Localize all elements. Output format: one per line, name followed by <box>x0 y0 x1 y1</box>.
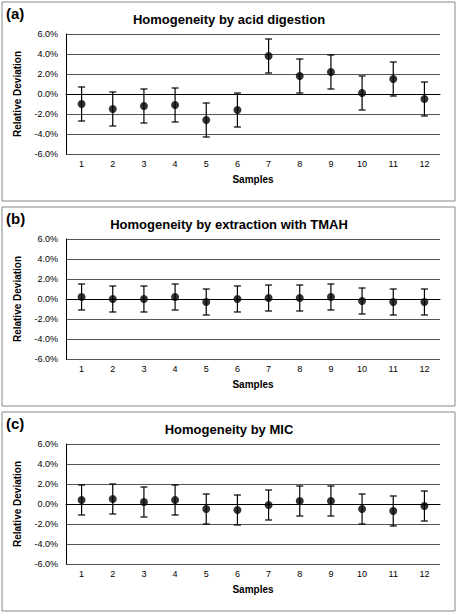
svg-text:(c): (c) <box>6 415 24 432</box>
svg-text:Relative Deviation: Relative Deviation <box>12 51 23 137</box>
svg-text:0.0%: 0.0% <box>37 294 58 304</box>
svg-text:8: 8 <box>297 569 302 579</box>
svg-text:3: 3 <box>141 364 146 374</box>
svg-text:Homogeneity by acid digestion: Homogeneity by acid digestion <box>133 12 325 27</box>
svg-text:Homogeneity by MIC: Homogeneity by MIC <box>165 422 294 437</box>
svg-text:Relative Deviation: Relative Deviation <box>12 256 23 342</box>
svg-text:3: 3 <box>141 159 146 169</box>
svg-text:1: 1 <box>79 364 84 374</box>
svg-text:4: 4 <box>173 364 178 374</box>
svg-text:7: 7 <box>266 159 271 169</box>
svg-text:(b): (b) <box>6 210 25 227</box>
svg-text:2.0%: 2.0% <box>37 274 58 284</box>
svg-text:9: 9 <box>328 569 333 579</box>
svg-text:9: 9 <box>328 159 333 169</box>
svg-text:-2.0%: -2.0% <box>34 109 58 119</box>
svg-text:9: 9 <box>328 364 333 374</box>
svg-text:3: 3 <box>141 569 146 579</box>
svg-text:2.0%: 2.0% <box>37 479 58 489</box>
svg-text:8: 8 <box>297 159 302 169</box>
svg-text:12: 12 <box>419 159 429 169</box>
svg-text:Samples: Samples <box>232 379 274 390</box>
svg-text:12: 12 <box>419 569 429 579</box>
svg-text:6: 6 <box>235 569 240 579</box>
svg-text:2: 2 <box>110 569 115 579</box>
svg-text:4.0%: 4.0% <box>37 459 58 469</box>
svg-text:10: 10 <box>357 569 367 579</box>
svg-text:6.0%: 6.0% <box>37 439 58 449</box>
svg-text:11: 11 <box>389 159 398 169</box>
svg-text:-2.0%: -2.0% <box>34 519 58 529</box>
svg-text:10: 10 <box>357 159 367 169</box>
svg-text:4.0%: 4.0% <box>37 254 58 264</box>
svg-text:-4.0%: -4.0% <box>34 334 58 344</box>
svg-text:-4.0%: -4.0% <box>34 539 58 549</box>
svg-text:7: 7 <box>266 364 271 374</box>
svg-text:Homogeneity by extraction with: Homogeneity by extraction with TMAH <box>110 217 348 232</box>
svg-text:Samples: Samples <box>232 584 274 595</box>
svg-text:11: 11 <box>389 364 398 374</box>
svg-text:-6.0%: -6.0% <box>34 559 58 569</box>
svg-text:0.0%: 0.0% <box>37 89 58 99</box>
svg-text:6: 6 <box>235 364 240 374</box>
svg-text:10: 10 <box>357 364 367 374</box>
svg-text:Samples: Samples <box>232 174 274 185</box>
svg-text:-6.0%: -6.0% <box>34 354 58 364</box>
svg-text:5: 5 <box>204 569 209 579</box>
svg-text:-4.0%: -4.0% <box>34 129 58 139</box>
svg-text:2.0%: 2.0% <box>37 69 58 79</box>
svg-text:6.0%: 6.0% <box>37 29 58 39</box>
svg-text:8: 8 <box>297 364 302 374</box>
svg-text:4.0%: 4.0% <box>37 49 58 59</box>
svg-text:(a): (a) <box>6 5 24 22</box>
svg-text:5: 5 <box>204 364 209 374</box>
svg-text:6.0%: 6.0% <box>37 234 58 244</box>
svg-text:0.0%: 0.0% <box>37 499 58 509</box>
svg-text:-6.0%: -6.0% <box>34 149 58 159</box>
svg-text:6: 6 <box>235 159 240 169</box>
svg-text:5: 5 <box>204 159 209 169</box>
svg-text:4: 4 <box>173 159 178 169</box>
svg-text:2: 2 <box>110 159 115 169</box>
svg-text:1: 1 <box>79 569 84 579</box>
svg-text:-2.0%: -2.0% <box>34 314 58 324</box>
svg-text:11: 11 <box>389 569 398 579</box>
svg-text:7: 7 <box>266 569 271 579</box>
svg-text:4: 4 <box>173 569 178 579</box>
svg-text:2: 2 <box>110 364 115 374</box>
svg-text:Relative Deviation: Relative Deviation <box>12 461 23 547</box>
svg-text:12: 12 <box>419 364 429 374</box>
svg-text:1: 1 <box>79 159 84 169</box>
